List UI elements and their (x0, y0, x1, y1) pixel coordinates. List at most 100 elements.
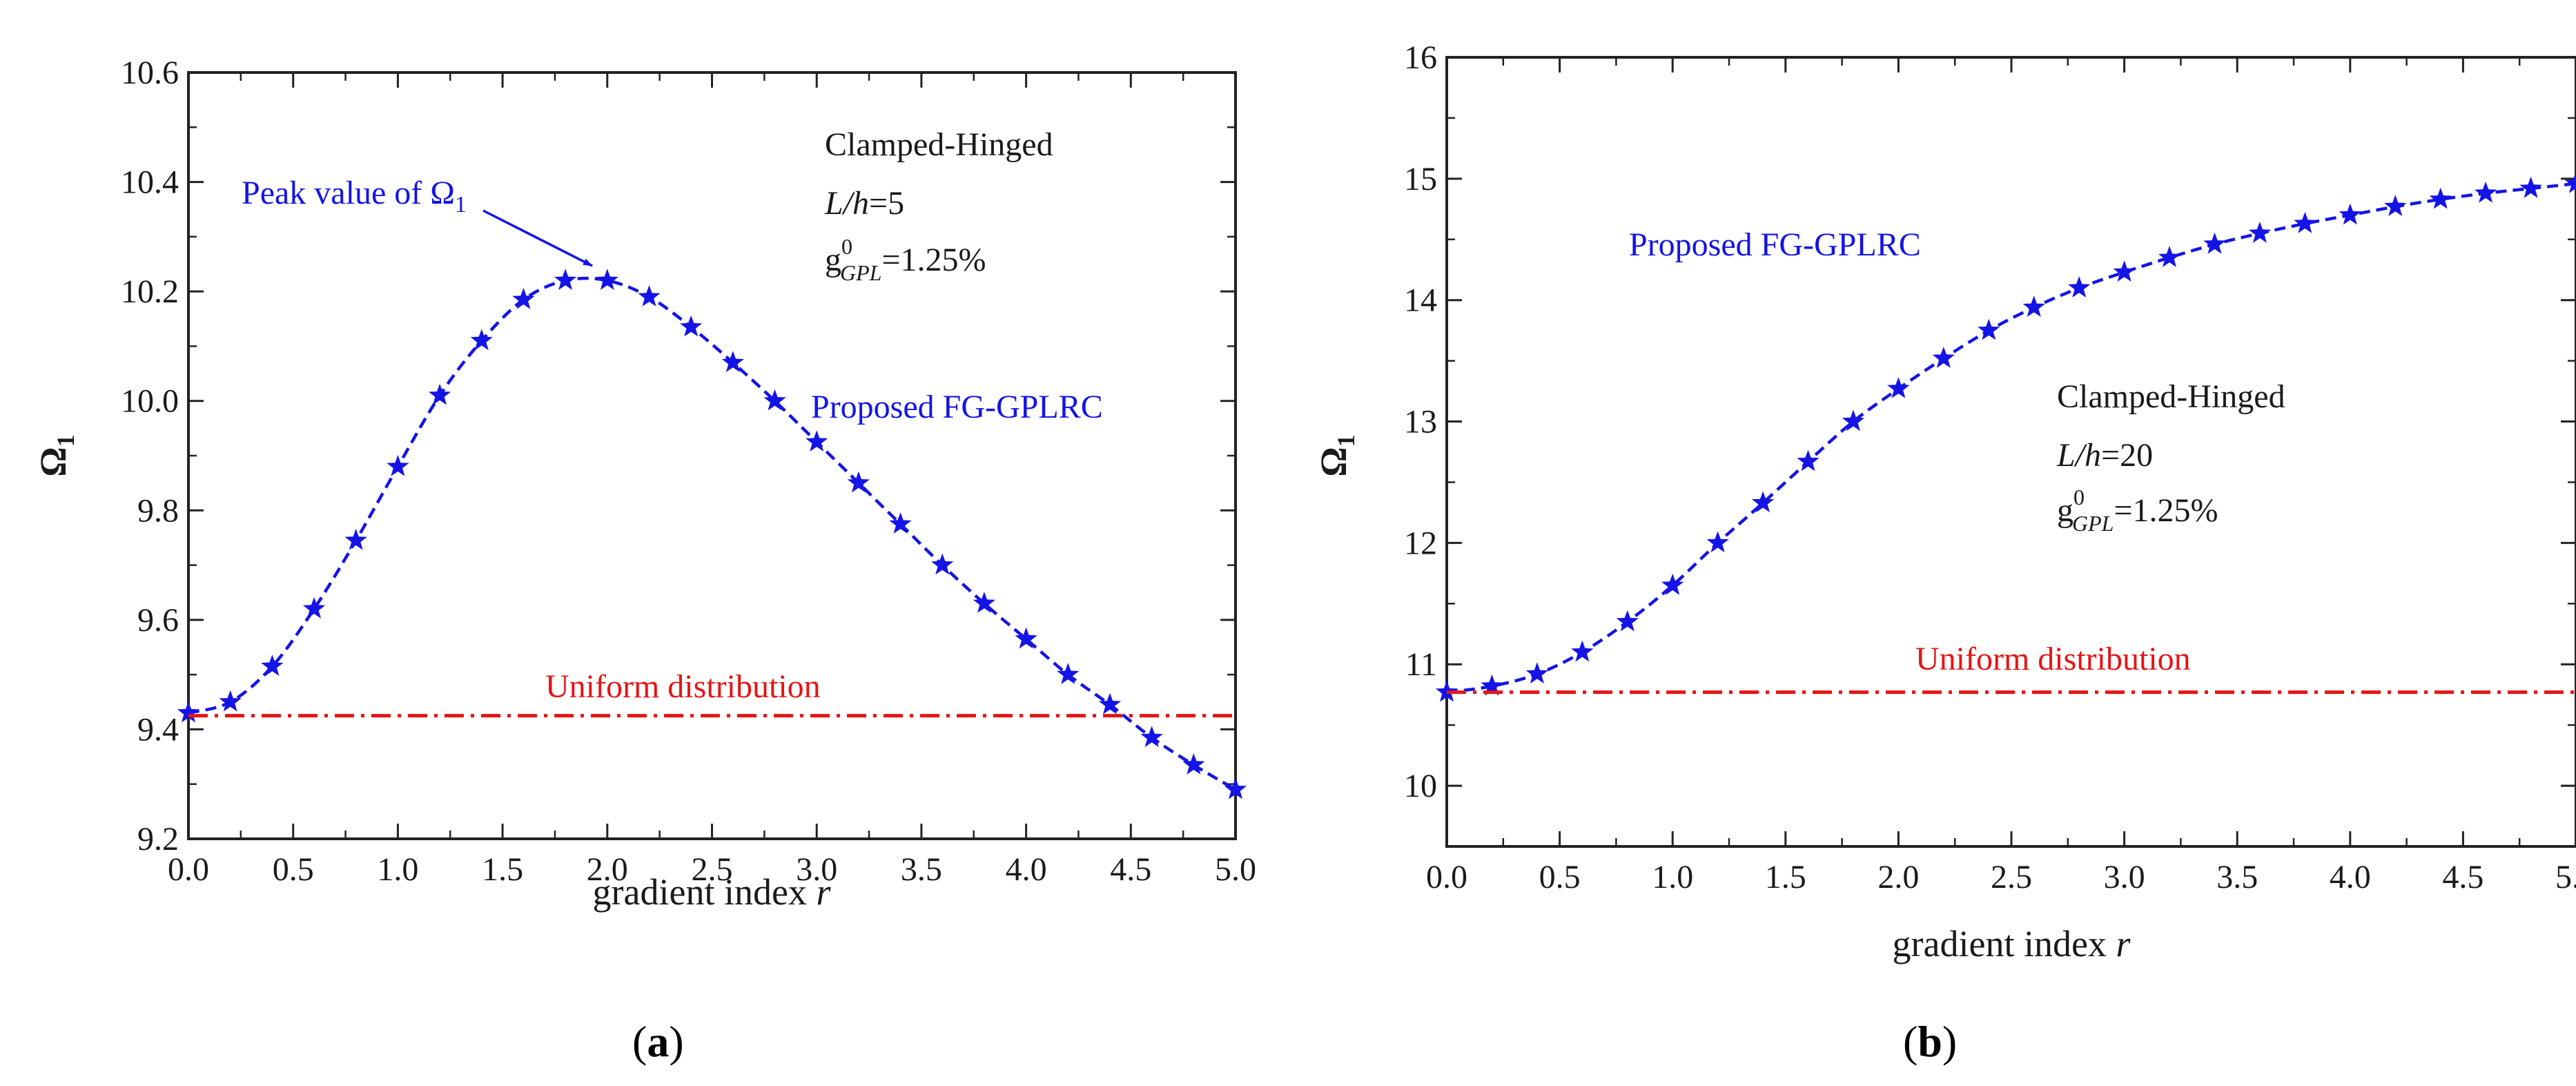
x-tick-label: 4.0 (2330, 859, 2371, 895)
y-tick-label: 9.2 (137, 821, 179, 857)
data-point-star (1887, 377, 1910, 398)
data-point-star (1751, 491, 1775, 513)
chart-b-uniform-label: Uniform distribution (1915, 641, 2191, 677)
data-point-star (554, 269, 577, 290)
x-tick-label: 0.0 (1426, 859, 1467, 895)
x-tick-label: 2.5 (692, 851, 733, 888)
y-tick-label: 15 (1404, 161, 1437, 197)
chart-b-caption: (b) (1903, 1017, 1957, 1066)
y-tick-label: 14 (1404, 282, 1437, 319)
data-point-star (806, 430, 828, 452)
x-tick-label: 4.0 (1006, 851, 1047, 888)
data-point-star (680, 315, 703, 337)
proposed-fg-gplrc-line (1446, 182, 2576, 694)
chart-a-uniform-label: Uniform distribution (545, 668, 821, 705)
chart-b-y-tick-labels: 10 11 12 13 14 15 16 (1404, 39, 1437, 804)
chart-b-proposed-label: Proposed FG-GPLRC (1629, 226, 1921, 263)
data-point-star (2519, 176, 2542, 198)
x-tick-label: 5.0 (2555, 859, 2576, 895)
data-point-star (1057, 663, 1080, 684)
data-point-star (721, 351, 744, 372)
x-tick-label: 2.5 (1991, 859, 2032, 895)
y-tick-label: 11 (1405, 646, 1437, 683)
data-point-star (1932, 347, 1955, 368)
x-tick-label: 1.5 (1765, 859, 1806, 895)
data-point-star (2384, 195, 2407, 216)
data-point-star (1015, 627, 1037, 649)
chart-b: 0.0 0.5 1.0 1.5 2.0 2.5 3.0 3.5 4.0 4.5 5.0 10 11 12… (1313, 39, 2576, 1066)
x-tick-label: 2.0 (1877, 859, 1919, 895)
data-point-star (1797, 449, 1819, 472)
chart-b-ticks (1445, 56, 2576, 846)
x-tick-label: 2.0 (587, 851, 628, 888)
data-point-star (1525, 662, 1548, 684)
data-point-star (1706, 531, 1729, 553)
data-point-star (302, 597, 326, 619)
data-point-star (2113, 260, 2136, 282)
chart-b-length-ratio: L/h=20 (2056, 437, 2153, 474)
chart-a-frame (187, 71, 1237, 840)
y-tick-label: 9.8 (137, 492, 179, 529)
x-tick-label: 4.5 (1110, 851, 1151, 888)
data-point-star (428, 383, 451, 405)
chart-b-x-tick-labels: 0.0 0.5 1.0 1.5 2.0 2.5 3.0 3.5 4.0 4.5 5.0 (1426, 859, 2576, 895)
x-tick-label: 0.5 (273, 851, 314, 888)
data-point-star (638, 285, 661, 307)
chart-a-peak-arrow (482, 209, 593, 267)
data-point-star (2564, 171, 2576, 193)
y-tick-label: 10.6 (121, 55, 179, 91)
y-tick-label: 13 (1404, 404, 1437, 440)
y-tick-label: 10 (1404, 768, 1437, 804)
x-tick-label: 5.0 (1215, 851, 1256, 888)
data-point-star (1182, 753, 1205, 775)
x-tick-label: 1.0 (1652, 859, 1693, 895)
data-point-star (177, 701, 200, 723)
x-tick-label: 0.0 (168, 851, 209, 888)
data-point-star (763, 389, 786, 411)
data-point-star (1098, 692, 1122, 715)
data-point-star (973, 592, 996, 613)
chart-a-y-tick-labels: 9.2 9.4 9.6 9.8 10.0 10.2 10.4 10.6 (121, 55, 179, 857)
x-tick-label: 3.5 (901, 851, 942, 888)
data-point-star (2248, 222, 2272, 243)
data-point-star (2475, 181, 2497, 203)
data-point-star (1842, 409, 1865, 432)
y-tick-label: 10.0 (121, 383, 179, 420)
chart-a-series (177, 269, 1247, 799)
data-point-star (2294, 211, 2316, 233)
data-point-star (1661, 573, 1684, 595)
chart-a-boundary-condition: Clamped-Hinged (825, 126, 1053, 163)
chart-a-proposed-label: Proposed FG-GPLRC (811, 389, 1103, 425)
chart-a-x-axis-title: gradient index r (593, 871, 832, 913)
data-point-star (1616, 610, 1639, 632)
chart-b-boundary-condition: Clamped-Hinged (2057, 378, 2285, 415)
data-point-star (470, 329, 493, 351)
data-point-star (596, 269, 618, 290)
chart-b-series (1435, 171, 2576, 702)
data-point-star (1481, 674, 1503, 696)
data-point-star (931, 553, 954, 575)
data-point-star (1571, 640, 1594, 662)
data-point-star (847, 471, 870, 493)
x-tick-label: 4.5 (2442, 859, 2484, 895)
data-point-star (261, 654, 284, 676)
proposed-fg-gplrc-line (188, 276, 1237, 791)
data-point-star (344, 528, 367, 550)
y-tick-label: 12 (1404, 525, 1437, 561)
chart-b-x-axis-title: gradient index r (1893, 923, 2131, 964)
y-tick-label: 10.2 (121, 273, 179, 310)
chart-a-y-axis-title: Ω1 (32, 434, 79, 476)
chart-b-gpl-fraction: g0 GPL=1.25% (2057, 485, 2218, 536)
data-point-star (1224, 777, 1247, 799)
chart-b-y-axis-title: Ω1 (1313, 434, 1360, 476)
x-tick-label: 3.0 (2104, 859, 2145, 895)
chart-b-frame (1445, 56, 2576, 848)
y-tick-label: 9.6 (137, 602, 179, 639)
data-point-star (2158, 246, 2181, 267)
data-point-star (219, 690, 242, 712)
x-tick-label: 0.5 (1539, 859, 1581, 895)
chart-a-peak-label: Peak value of Ω1 (242, 175, 467, 217)
data-point-star (512, 288, 535, 309)
y-tick-label: 9.4 (137, 711, 179, 748)
